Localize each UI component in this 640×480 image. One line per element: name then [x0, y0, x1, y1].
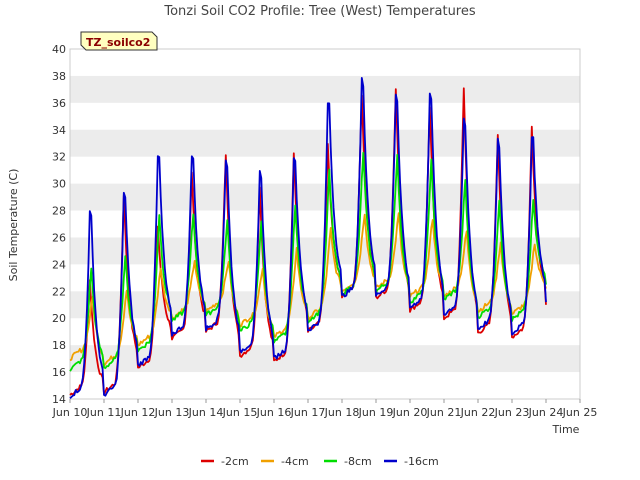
grid-band	[70, 75, 580, 103]
series-lines	[69, 77, 547, 399]
y-tick-label: 14	[52, 393, 66, 406]
x-tick-label: Jun 23	[494, 406, 530, 419]
y-tick-label: 28	[52, 205, 66, 218]
x-axis-ticks: Jun 10 Jun 11 Jun 12 Jun 13 Jun 14 Jun 15 Jun …	[52, 399, 598, 419]
legend-label: -2cm	[221, 455, 249, 468]
badge-shape	[80, 31, 158, 51]
y-tick-label: 34	[52, 124, 66, 137]
badge-text: TZ_soilco2	[86, 36, 150, 49]
y-tick-label: 40	[52, 43, 66, 56]
y-tick-label: 36	[52, 97, 66, 110]
x-tick-label: Jun 22	[460, 406, 496, 419]
x-tick-label: Jun 12	[120, 406, 156, 419]
x-tick-label: Jun 21	[426, 406, 462, 419]
grid-band	[70, 345, 580, 373]
y-axis-ticks: 14 16 18 20 22 24 26 28 30 32 34 36 38 40	[52, 43, 66, 406]
x-tick-label: Jun 20	[392, 406, 428, 419]
legend-label: -4cm	[281, 455, 309, 468]
y-tick-label: 20	[52, 312, 66, 325]
legend: -2cm -4cm -8cm -16cm	[201, 455, 439, 468]
x-tick-label: Jun 25	[562, 406, 598, 419]
chart-title: Tonzi Soil CO2 Profile: Tree (West) Temp…	[163, 4, 476, 19]
x-tick-label: Jun 10	[52, 406, 88, 419]
y-tick-label: 30	[52, 178, 66, 191]
y-tick-label: 38	[52, 70, 66, 83]
x-tick-label: Jun 11	[86, 406, 122, 419]
x-tick-label: Jun 18	[324, 406, 360, 419]
y-tick-label: 24	[52, 258, 66, 271]
x-tick-label: Jun 24	[528, 406, 564, 419]
series-line-minus-16cm	[69, 77, 547, 399]
x-tick-label: Jun 13	[154, 406, 190, 419]
x-axis-title: Time	[552, 423, 580, 436]
legend-label: -8cm	[344, 455, 372, 468]
y-tick-label: 16	[52, 366, 66, 379]
y-tick-label: 26	[52, 231, 66, 244]
y-axis-title: Soil Temperature (C)	[7, 169, 20, 282]
y-tick-label: 22	[52, 285, 66, 298]
site-badge: TZ_soilco2	[80, 31, 158, 51]
x-tick-label: Jun 15	[222, 406, 258, 419]
x-tick-label: Jun 17	[290, 406, 326, 419]
x-tick-label: Jun 14	[188, 406, 224, 419]
y-tick-label: 18	[52, 339, 66, 352]
plot-frame	[69, 48, 581, 400]
grid-band	[70, 291, 580, 319]
grid-band	[70, 129, 580, 157]
x-tick-label: Jun 16	[256, 406, 292, 419]
y-tick-label: 32	[52, 151, 66, 164]
x-tick-label: Jun 19	[358, 406, 394, 419]
legend-label: -16cm	[404, 455, 439, 468]
